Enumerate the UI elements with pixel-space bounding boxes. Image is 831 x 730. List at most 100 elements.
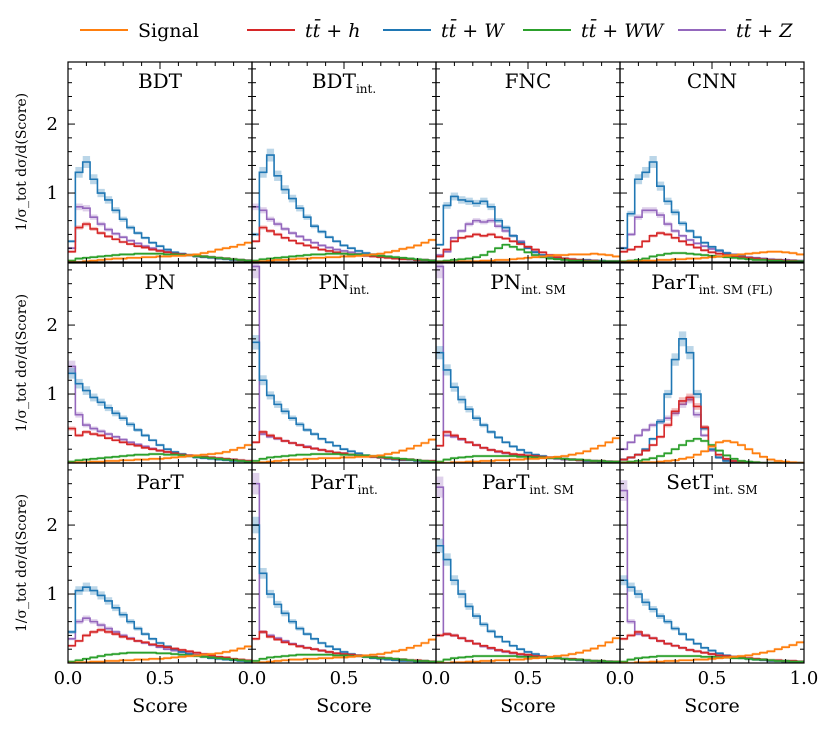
panel-title-main: FNC: [505, 69, 552, 93]
legend-item-tth: tt̄ + h: [247, 18, 361, 42]
panel-plot-area: [436, 192, 620, 262]
panel-1: BDT: [67, 61, 253, 263]
panel-ticks: [251, 62, 437, 262]
series-ttww: [620, 252, 804, 262]
x-tick-label: 0.5: [698, 668, 727, 689]
panel-plot-area: [436, 476, 620, 663]
panel-title-sub: int. SM (FL): [699, 283, 773, 297]
panel-6: PNint.: [251, 262, 437, 464]
panel-title-main: ParT: [651, 270, 699, 294]
panel-plot-area: [252, 472, 436, 663]
panel-title-main: CNN: [687, 69, 737, 93]
legend-item-ttz: tt̄ + Z: [678, 18, 793, 42]
band-ttz: [436, 476, 620, 663]
panel-title: CNN: [687, 69, 737, 93]
band-ttz: [68, 615, 252, 663]
legend-label-signal: Signal: [138, 20, 199, 42]
panel-12: SetTint. SM: [619, 462, 805, 664]
panel-title: PN: [145, 270, 176, 294]
y-tick-label: 1: [47, 584, 58, 605]
x-tick-label: 0.5: [514, 668, 543, 689]
panel-ticks: [619, 62, 805, 262]
panel-title-sub: int. SM: [713, 483, 758, 497]
series-ttw: [620, 338, 804, 463]
panel-plot-area: [620, 480, 804, 663]
band-ttz: [620, 207, 804, 262]
band-ttw: [436, 538, 620, 663]
series-ttw: [252, 524, 436, 663]
series-ttw: [68, 586, 252, 663]
panel-title-sub: int. SM: [529, 483, 574, 497]
y-tick-label: 2: [47, 515, 58, 536]
series-ttz: [436, 486, 620, 663]
panel-plot-area: [68, 582, 252, 663]
panel-title-main: BDT: [138, 69, 183, 93]
y-tick-label: 2: [47, 114, 58, 135]
y-tick-label: 2: [47, 315, 58, 336]
x-axis-labels: 0.0 0.5 Score 0.0 0.5 Score 0.0 0.5 Score 0.0 0.5 1…: [54, 668, 819, 717]
series-ttww: [252, 653, 436, 663]
x-tick-label: 0.0: [422, 668, 451, 689]
panel-ticks: [67, 263, 253, 463]
series-signal: [252, 239, 436, 262]
series-ttww: [436, 243, 620, 262]
y-tick-label: 1: [47, 384, 58, 405]
series-ttww: [68, 252, 252, 262]
series-ttw: [68, 372, 252, 463]
panel-title: BDTint.: [312, 69, 376, 96]
panel-title: FNC: [505, 69, 552, 93]
y-axis-label: 1/σ_tot dσ/d(Score): [14, 294, 30, 432]
band-ttz: [252, 472, 436, 663]
panel-plot-area: [252, 263, 436, 463]
series-signal: [252, 638, 436, 663]
y-axis-label: 1/σ_tot dσ/d(Score): [14, 494, 30, 632]
x-tick-label: 1.0: [790, 668, 819, 689]
legend-label-tth: tt̄ + h: [305, 18, 361, 42]
band-bin: [436, 263, 444, 279]
panel-title: SetTint. SM: [666, 470, 757, 497]
band-ttw: [252, 335, 436, 463]
panel-title-main: ParT: [482, 470, 530, 494]
legend-item-ttw: tt̄ + W: [383, 18, 505, 42]
series-ttww: [252, 453, 436, 463]
x-tick-label: 0.5: [330, 668, 359, 689]
series-signal: [620, 440, 804, 463]
x-axis-label: Score: [316, 695, 371, 717]
series-ttww: [620, 655, 804, 663]
panel-plot-area: [252, 148, 436, 262]
series-signal: [436, 252, 620, 262]
panel-title: PNint.: [318, 270, 369, 297]
legend-label-ttww: tt̄ + WW: [581, 18, 665, 42]
panel-plot-area: [620, 156, 804, 262]
legend-label-ttz: tt̄ + Z: [736, 18, 793, 42]
y-axis-labels: 1 2 1/σ_tot dσ/d(Score) 1 2 1/σ_tot dσ/d(Scor…: [14, 93, 58, 632]
legend-item-signal: Signal: [80, 20, 199, 42]
x-axis-label: Score: [500, 695, 555, 717]
panel-title-main: ParT: [136, 470, 184, 494]
x-tick-label: 0.0: [54, 668, 83, 689]
panel-title-main: PN: [145, 270, 176, 294]
x-tick-label: 0.0: [238, 668, 267, 689]
panel-title: BDT: [138, 69, 183, 93]
panel-5: PN: [67, 262, 253, 464]
series-ttz: [252, 265, 436, 462]
panel-ticks: [619, 463, 805, 663]
y-tick-label: 1: [47, 183, 58, 204]
panel-2: BDTint.: [251, 61, 437, 263]
panel-title-sub: int.: [358, 483, 378, 497]
series-tth: [68, 629, 252, 662]
panel-10: ParTint.: [251, 462, 437, 664]
panel-4: CNN: [619, 61, 805, 263]
band-ttw: [252, 516, 436, 663]
panel-title-main: PN: [490, 270, 521, 294]
band-ttw: [436, 346, 620, 463]
panel-title: ParTint.: [310, 470, 378, 497]
series-ttww: [252, 252, 436, 262]
series-signal: [68, 241, 252, 262]
series-ttww: [436, 655, 620, 663]
band-ttw: [68, 367, 252, 463]
panel-title-main: ParT: [310, 470, 358, 494]
series-signal: [252, 438, 436, 463]
panel-plot-area: [68, 156, 252, 262]
